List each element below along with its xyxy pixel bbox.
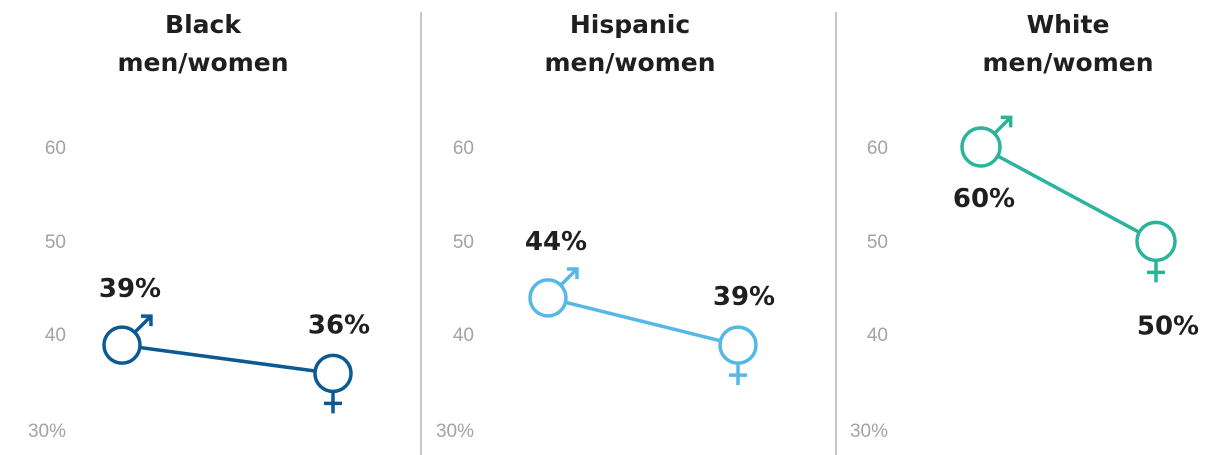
chart-title: men/women bbox=[544, 48, 715, 77]
series-line bbox=[996, 154, 1141, 234]
male-arrow-head bbox=[140, 314, 153, 327]
chart-panel: White men/women 60 50 40 30% 60% 50% bbox=[850, 10, 1199, 442]
male-arrow-head bbox=[566, 267, 579, 279]
y-tick-label: 50 bbox=[453, 232, 474, 253]
chart-panel: Hispanic men/women 60 50 40 30% 44% 39% bbox=[436, 10, 775, 442]
data-label-women: 39% bbox=[713, 282, 775, 312]
male-circle bbox=[102, 325, 142, 365]
y-tick-label: 40 bbox=[867, 325, 888, 346]
female-marker bbox=[313, 353, 353, 414]
y-tick-label: 60 bbox=[867, 138, 888, 159]
y-tick-label: 50 bbox=[45, 232, 66, 253]
chart-panel: Black men/women 60 50 40 30% 39% 36% bbox=[28, 10, 370, 442]
y-tick-label: 30% bbox=[850, 421, 888, 442]
male-arrow-head bbox=[1000, 115, 1013, 128]
y-tick-label: 30% bbox=[28, 421, 66, 442]
male-marker bbox=[960, 115, 1013, 168]
y-tick-label: 40 bbox=[45, 325, 66, 346]
chart-title: Black bbox=[165, 10, 242, 39]
data-label-men: 39% bbox=[99, 274, 161, 304]
male-marker bbox=[102, 314, 153, 365]
male-marker bbox=[528, 267, 579, 318]
y-tick-label: 50 bbox=[867, 232, 888, 253]
female-circle bbox=[718, 325, 758, 365]
y-tick-label: 40 bbox=[453, 325, 474, 346]
chart-title: men/women bbox=[117, 48, 288, 77]
female-circle bbox=[313, 353, 353, 394]
male-arrow-shaft bbox=[559, 267, 579, 287]
data-label-women: 36% bbox=[308, 310, 370, 340]
male-circle bbox=[960, 126, 1002, 168]
chart-title: men/women bbox=[982, 48, 1153, 77]
female-marker bbox=[1135, 220, 1177, 283]
chart-title: Hispanic bbox=[570, 10, 690, 39]
y-tick-label: 30% bbox=[436, 421, 474, 442]
y-tick-label: 60 bbox=[45, 138, 66, 159]
male-circle bbox=[528, 278, 568, 318]
female-circle bbox=[1135, 220, 1177, 263]
series-line bbox=[565, 300, 721, 343]
male-arrow-shaft bbox=[133, 314, 153, 334]
data-label-men: 44% bbox=[525, 227, 587, 257]
female-marker bbox=[718, 325, 758, 386]
series-line bbox=[139, 345, 316, 373]
male-arrow-shaft bbox=[993, 116, 1012, 135]
chart-title: White bbox=[1027, 10, 1110, 39]
y-tick-label: 60 bbox=[453, 138, 474, 159]
data-label-men: 60% bbox=[953, 184, 1015, 214]
data-label-women: 50% bbox=[1137, 311, 1199, 341]
